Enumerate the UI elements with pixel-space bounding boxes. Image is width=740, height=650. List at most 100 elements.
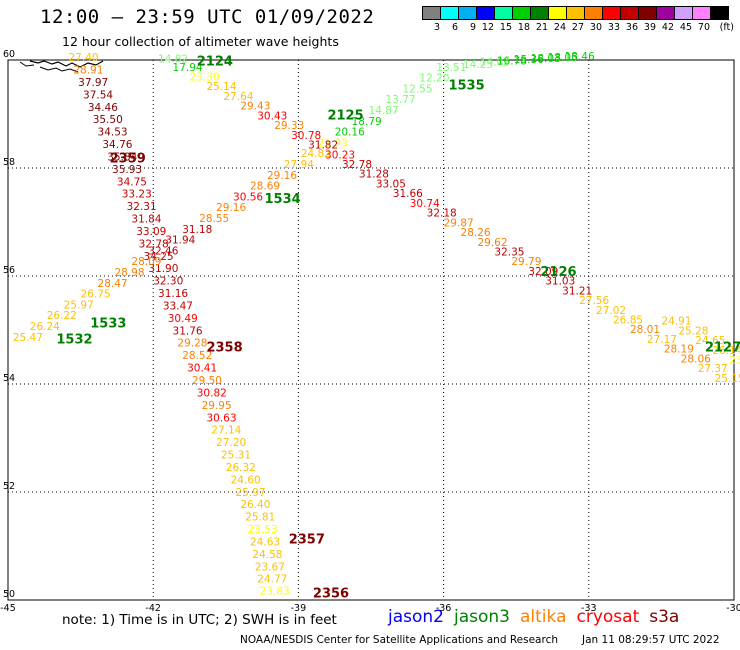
swh-value: 28.06 xyxy=(681,353,711,365)
track-2357: 23.5325.8126.4025.9724.6026.3225.3127.20… xyxy=(182,350,325,547)
lat-tick-label: 58 xyxy=(3,157,15,168)
swh-value: 30.82 xyxy=(197,387,227,399)
swh-value: 28.09 xyxy=(131,256,161,268)
swh-value: 30.41 xyxy=(187,363,217,375)
swh-value: 26.24 xyxy=(30,321,60,333)
footer-credit: NOAA/NESDIS Center for Satellite Applica… xyxy=(240,634,558,646)
swh-value: 24.60 xyxy=(231,474,261,486)
swh-value: 31.18 xyxy=(182,224,212,236)
track-time-label: 2357 xyxy=(289,532,325,547)
swh-value: 14.87 xyxy=(369,105,399,117)
swh-value: 18.79 xyxy=(352,116,382,128)
satellite-jason3: jason3 xyxy=(454,607,510,627)
swh-value: 28.91 xyxy=(73,65,103,77)
legend-unit: (ft) xyxy=(719,22,734,33)
swh-value: 25.31 xyxy=(221,450,251,462)
swh-value: 23.97 xyxy=(729,354,740,366)
swh-value: 27.94 xyxy=(284,159,314,171)
lon-tick-label: -30 xyxy=(726,603,740,614)
swh-value: 37.54 xyxy=(83,89,113,101)
legend-swatch xyxy=(476,7,494,19)
swh-value: 29.95 xyxy=(202,400,232,412)
legend-swatch xyxy=(548,7,566,19)
swh-value: 26.75 xyxy=(81,289,111,301)
swh-value: 32.31 xyxy=(127,201,157,213)
swh-value: 29.33 xyxy=(274,120,304,132)
legend-value: 33 xyxy=(607,22,620,33)
legend-swatch xyxy=(602,7,620,19)
swh-value: 35.84 xyxy=(107,151,137,163)
swh-value: 16.78 xyxy=(497,55,527,67)
swh-value: 27.56 xyxy=(579,295,609,307)
legend-value: 21 xyxy=(535,22,548,33)
swh-value: 23.30 xyxy=(190,72,220,84)
swh-value: 14.82 xyxy=(158,54,188,66)
swh-value: 32.30 xyxy=(153,276,183,288)
swh-value: 30.78 xyxy=(291,130,321,142)
swh-value: 25.14 xyxy=(206,81,236,93)
legend-swatch xyxy=(620,7,638,19)
swh-value: 29.16 xyxy=(267,170,297,182)
swh-value: 17.94 xyxy=(173,62,203,74)
lon-tick-label: -33 xyxy=(581,603,597,614)
swh-value: 26.22 xyxy=(47,310,77,322)
coastline-shape xyxy=(39,66,79,73)
track-time-label: 2125 xyxy=(327,108,363,123)
legend-value: 9 xyxy=(469,22,476,33)
satellite-altika: altika xyxy=(520,607,567,627)
swh-value: 35.93 xyxy=(112,164,142,176)
track-2126: 32.0931.0331.2127.5627.0226.8528.0127.17… xyxy=(528,265,740,385)
swh-value: 31.94 xyxy=(165,235,195,247)
swh-value: 29.16 xyxy=(216,202,246,214)
swh-value: 25.28 xyxy=(678,325,708,337)
swh-value: 34.53 xyxy=(98,127,128,139)
track-time-label: 2126 xyxy=(540,265,576,280)
color-legend-labels: 3 6 9 12 15 18 21 24 27 30 33 36 39 42 45 70 (ft) xyxy=(422,22,734,33)
legend-swatch xyxy=(423,7,440,19)
swh-value: 12.20 xyxy=(419,73,449,85)
swh-value: 32.78 xyxy=(139,238,169,250)
swh-value: 26.85 xyxy=(613,315,643,327)
swh-value: 31.16 xyxy=(158,288,188,300)
swh-value: 31.76 xyxy=(173,325,203,337)
track-time-label: 2359 xyxy=(110,152,146,167)
legend-value: 39 xyxy=(643,22,656,33)
swh-value: 24.63 xyxy=(250,536,280,548)
legend-swatch xyxy=(674,7,692,19)
swh-value: 25.47 xyxy=(13,332,43,344)
swh-value: 31.03 xyxy=(545,276,575,288)
swh-value: 24.82 xyxy=(301,148,331,160)
track-time-label: 1533 xyxy=(90,316,126,331)
swh-value: 31.90 xyxy=(148,263,178,275)
satellite-jason2: jason2 xyxy=(388,607,444,627)
swh-value: 25.81 xyxy=(245,512,275,524)
swh-value: 18.03 xyxy=(531,53,561,65)
swh-value: 34.76 xyxy=(102,139,132,151)
swh-value: 31.82 xyxy=(308,140,338,152)
legend-swatch xyxy=(566,7,584,19)
legend-value: 24 xyxy=(553,22,566,33)
swh-value: 13.77 xyxy=(386,94,416,106)
lon-tick-label: -42 xyxy=(145,603,161,614)
swh-value: 28.47 xyxy=(98,278,128,290)
swh-value: 32.78 xyxy=(342,159,372,171)
legend-value: 6 xyxy=(451,22,458,33)
track-time-label: 2124 xyxy=(197,54,233,69)
swh-value: 34.25 xyxy=(144,251,174,263)
swh-value: 30.74 xyxy=(410,198,440,210)
swh-value: 27.17 xyxy=(647,334,677,346)
swh-value: 26.14 xyxy=(712,345,740,357)
map-grid xyxy=(7,59,735,601)
track-time-label: 1532 xyxy=(56,333,92,348)
swh-value: 28.98 xyxy=(114,267,144,279)
swh-value: 29.79 xyxy=(511,256,541,268)
track-1533: 26.7528.4728.9828.0932.4631.9431.1828.55… xyxy=(81,170,298,331)
legend-swatch xyxy=(584,7,602,19)
track-time-label: 2358 xyxy=(206,341,242,356)
swh-value: 23.67 xyxy=(255,561,285,573)
lat-tick-label: 50 xyxy=(3,589,15,600)
